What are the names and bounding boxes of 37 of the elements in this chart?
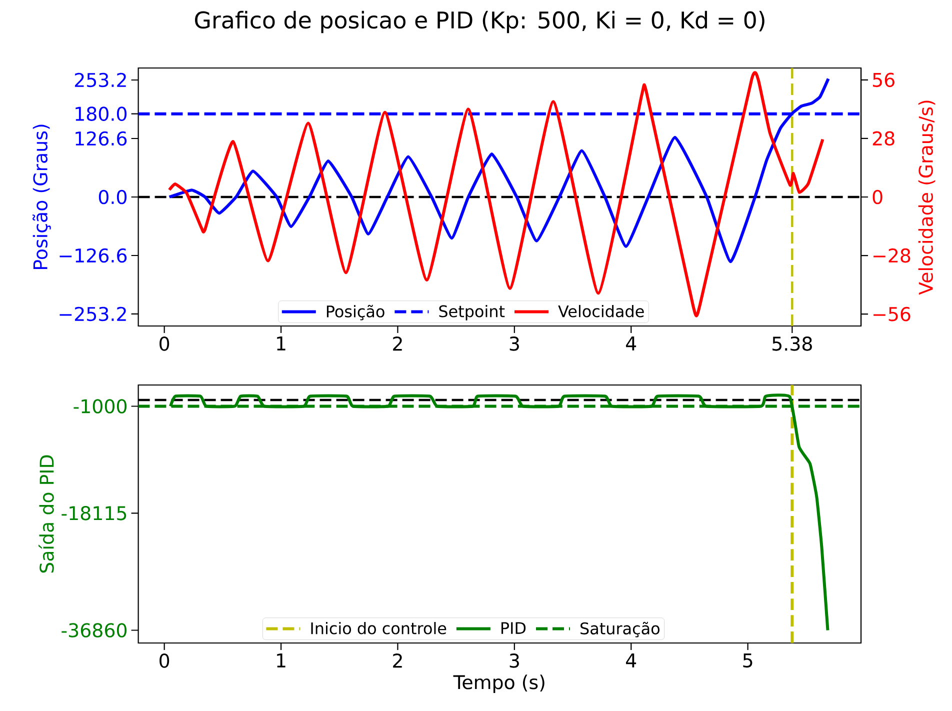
x-tick-label: 2 [393,654,402,668]
y-tick-label: 0.0 [98,190,127,204]
x-tick-label: 4 [626,336,636,350]
legend-label: Setpoint [439,304,505,320]
y-axis-title: Posição (Graus) [32,124,51,269]
y-tick-label: -36860 [62,623,126,638]
y2-tick-label: 0 [872,190,882,204]
x-tick-label: 2 [393,336,402,351]
y-tick-label: 126.6 [76,131,127,146]
y-axis-title: Saída do PID [38,455,54,573]
y-tick-label: 253.2 [74,72,126,88]
x-tick-label: 1 [277,654,286,668]
y-tick-label: -18115 [62,506,126,520]
y2-axis-title: Velocidade (Graus/s) [918,100,936,295]
y2-tick-label: −28 [874,248,910,263]
x-tick-label: 5 [743,654,752,668]
legend-label: Saturação [580,622,660,638]
x-tick-label: 1 [277,336,286,350]
y2-tick-label: −56 [874,306,910,322]
x-tick-label: 0 [160,336,170,351]
y2-tick-label: 28 [872,131,894,146]
x-tick-label: 0 [160,654,170,668]
x-axis-title: Tempo (s) [453,674,544,693]
legend-label: Velocidade [558,304,644,318]
x-tick-label: 4 [626,654,636,668]
legend-label: Inicio do controle [311,622,446,634]
y-tick-label: −253.2 [60,306,126,322]
legend-label: PID [501,622,526,634]
x-tick-label: 3 [510,654,519,668]
y2-tick-label: 56 [872,72,894,88]
x-tick-label: 5.38 [772,336,812,351]
chart-title: Grafico de posicao e PID (Kp: 500, Ki = 0, Kd = 0) [194,10,764,34]
y-tick-label: −126.6 [60,248,127,263]
y-tick-label: -1000 [74,399,127,414]
y-tick-label: 180.0 [76,106,127,121]
legend-label: Posição [326,304,384,320]
x-tick-label: 3 [510,336,519,351]
